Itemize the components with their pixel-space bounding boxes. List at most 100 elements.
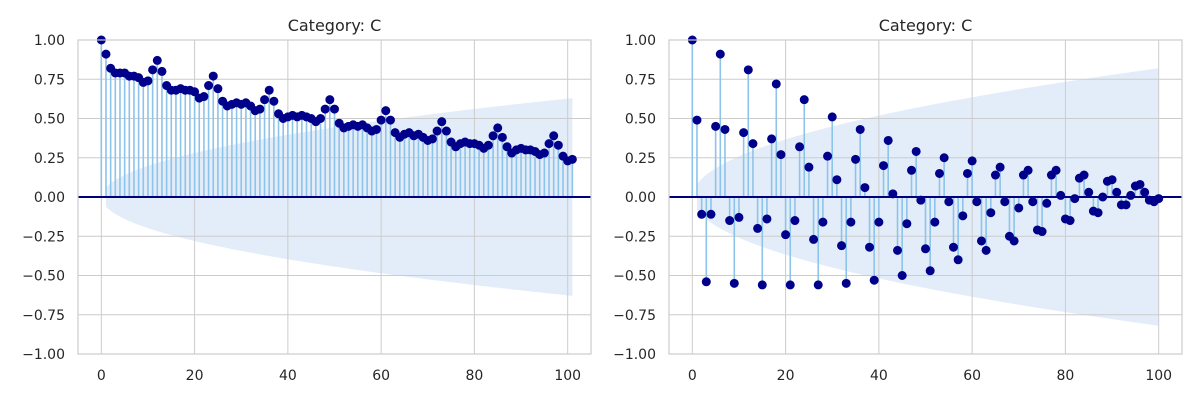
acf-point <box>204 81 214 91</box>
acf-point <box>152 55 162 65</box>
acf-point <box>972 197 982 207</box>
acf-point <box>883 135 893 145</box>
acf-point <box>157 66 167 76</box>
acf-point <box>715 49 725 59</box>
acf-point <box>748 139 758 149</box>
acf-point <box>874 217 884 227</box>
y-tick-label: −1.00 <box>22 347 65 363</box>
acf-point <box>553 140 563 150</box>
acf-point <box>953 255 963 265</box>
acf-point <box>976 236 986 246</box>
acf-point <box>990 170 1000 180</box>
acf-point <box>855 124 865 134</box>
acf-point <box>1028 197 1038 207</box>
acf-point <box>1037 227 1047 237</box>
acf-point <box>706 209 716 219</box>
y-tick-label: 0.00 <box>625 190 656 206</box>
acf-point <box>734 212 744 222</box>
acf-point <box>911 146 921 156</box>
acf-point <box>837 241 847 251</box>
acf-point <box>1093 208 1103 218</box>
acf-point <box>888 189 898 199</box>
acf-point <box>720 124 730 134</box>
acf-point <box>1079 170 1089 180</box>
acf-point <box>1000 197 1010 207</box>
x-tick-label: 60 <box>963 368 981 384</box>
acf-point <box>804 162 814 172</box>
acf-point <box>1065 216 1075 226</box>
acf-point <box>255 104 265 114</box>
acf-point <box>1084 187 1094 197</box>
acf-point <box>1098 192 1108 202</box>
acf-point <box>1056 190 1066 200</box>
acf-point <box>1126 190 1136 200</box>
acf-panel-left: 1.00 0.75 0.50 0.25 0.00 −0.25 −0.50 −0.75 −1.00… <box>22 16 592 384</box>
acf-point <box>385 115 395 125</box>
acf-point <box>544 139 554 149</box>
acf-point <box>376 115 386 125</box>
acf-point <box>148 65 158 75</box>
y-tick-label: 0.50 <box>625 112 656 128</box>
acf-point <box>907 165 917 175</box>
acf-point <box>944 197 954 207</box>
y-tick-label: −0.50 <box>22 269 65 285</box>
acf-point <box>762 214 772 224</box>
x-tick-label: 20 <box>777 368 795 384</box>
acf-point <box>1135 179 1145 189</box>
acf-panel-right: 1.00 0.75 0.50 0.25 0.00 −0.25 −0.50 −0.75 −1.00… <box>613 16 1183 384</box>
acf-point <box>316 114 326 123</box>
acf-point <box>962 168 972 178</box>
acf-point <box>795 142 805 152</box>
acf-point <box>879 161 889 171</box>
x-tick-label: 60 <box>372 368 390 384</box>
acf-point <box>948 242 958 252</box>
x-tick-label: 20 <box>186 368 204 384</box>
x-tick-label: 40 <box>870 368 888 384</box>
acf-point <box>743 65 753 75</box>
acf-point <box>483 140 493 150</box>
y-tick-label: 0.75 <box>625 72 656 88</box>
y-tick-label: 0.25 <box>34 151 65 167</box>
acf-point <box>981 245 991 255</box>
acf-point <box>488 131 498 141</box>
acf-point <box>502 142 512 152</box>
y-tick-label: −0.50 <box>613 269 656 285</box>
acf-point <box>381 106 391 116</box>
acf-point <box>851 154 861 164</box>
acf-point <box>1140 187 1150 197</box>
acf-point <box>869 275 879 285</box>
acf-point <box>1154 194 1164 204</box>
acf-point <box>697 209 707 219</box>
plot-frame <box>77 39 592 355</box>
acf-point <box>493 123 503 133</box>
acf-point <box>1107 175 1117 185</box>
acf-point <box>213 84 223 94</box>
chart-title: Category: C <box>288 16 382 35</box>
acf-point <box>916 195 926 205</box>
y-tick-label: 0.50 <box>34 112 65 128</box>
x-tick-label: 80 <box>1056 368 1074 384</box>
x-tick-label: 40 <box>279 368 297 384</box>
acf-point <box>921 244 930 254</box>
acf-point <box>711 121 721 131</box>
acf-point <box>692 115 702 125</box>
y-tick-label: −1.00 <box>613 347 656 363</box>
x-tick-label: 0 <box>688 368 697 384</box>
acf-point <box>143 76 153 86</box>
acf-point <box>776 150 786 160</box>
acf-point <box>1112 187 1122 197</box>
y-tick-label: 1.00 <box>625 33 656 49</box>
acf-point <box>1042 198 1052 208</box>
acf-point <box>818 217 828 227</box>
acf-point <box>1070 194 1080 204</box>
acf-point <box>934 168 944 178</box>
acf-point <box>771 79 781 89</box>
acf-point <box>320 104 330 114</box>
y-tick-label: 0.25 <box>625 151 656 167</box>
acf-point <box>958 211 968 221</box>
acf-point <box>208 71 218 81</box>
x-tick-label: 100 <box>554 368 581 384</box>
acf-point <box>1023 165 1033 175</box>
acf-point <box>1009 236 1019 246</box>
